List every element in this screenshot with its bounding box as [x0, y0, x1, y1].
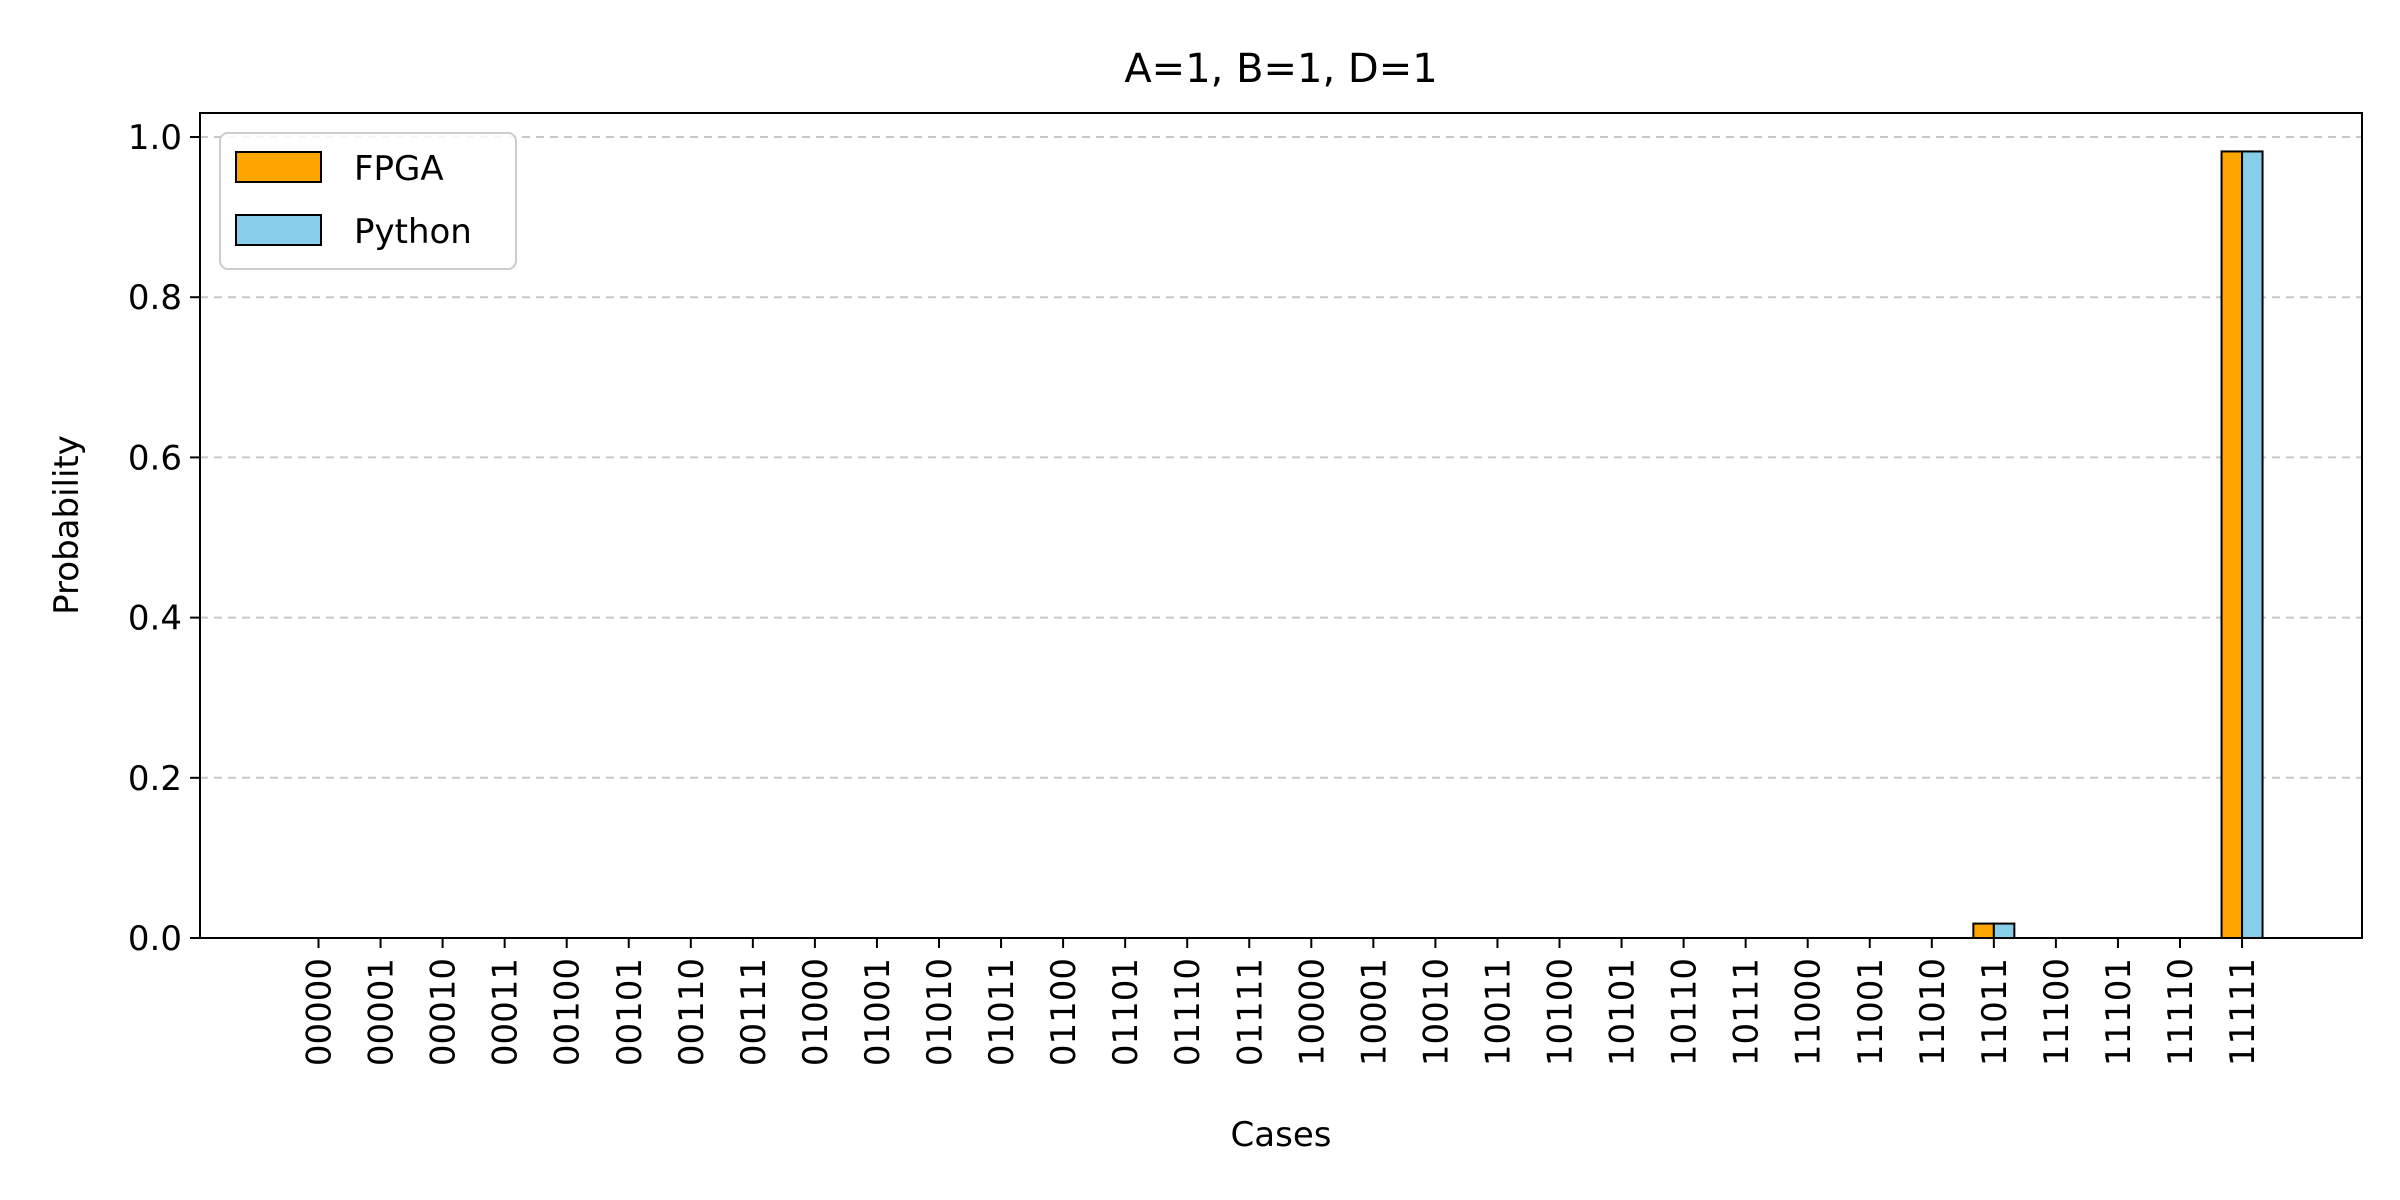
bar-python-11011: [1992, 922, 2016, 939]
x-tick-label: 10001: [1354, 958, 1394, 1066]
x-axis-ticks: 00000 00001 00010 00011 00100 00101 00110 00111…: [300, 938, 2263, 1066]
legend-swatch-fpga: [235, 151, 322, 183]
legend-label-fpga: FPGA: [354, 149, 444, 189]
x-tick-label: 11101: [2099, 958, 2139, 1066]
legend-label-python: Python: [354, 212, 472, 252]
y-tick-label: 0.4: [128, 599, 182, 639]
x-tick-label: 00001: [362, 958, 402, 1066]
x-tick-label: 01100: [1044, 958, 1084, 1066]
x-tick-label: 00010: [424, 958, 464, 1066]
x-tick-label: 11110: [2161, 958, 2201, 1066]
x-tick-label: 11011: [1975, 958, 2015, 1066]
x-tick-label: 10100: [1541, 958, 1581, 1066]
bar-fpga-11111: [2220, 150, 2244, 940]
x-tick-label: 01001: [858, 958, 898, 1066]
x-tick-label: 01101: [1106, 958, 1146, 1066]
bar-fpga-11011: [1972, 922, 1995, 939]
y-tick-label: 0.8: [128, 278, 182, 318]
x-tick-label: 10010: [1416, 958, 1456, 1066]
x-tick-label: 01000: [796, 958, 836, 1066]
x-tick-label: 00101: [610, 958, 650, 1066]
x-tick-label: 11000: [1789, 958, 1829, 1066]
grid-lines: [200, 136, 2362, 779]
x-tick-label: 00011: [486, 958, 526, 1066]
legend: FPGA Python: [219, 132, 517, 270]
x-tick-label: 10011: [1478, 958, 1518, 1066]
x-tick-label: 00000: [300, 958, 340, 1066]
x-tick-label: 01010: [920, 958, 960, 1066]
x-tick-label: 11111: [2223, 958, 2263, 1066]
legend-swatch-python: [235, 214, 322, 246]
y-axis-label: Probability: [47, 435, 87, 615]
plot-frame: [199, 112, 2363, 939]
x-tick-label: 00110: [672, 958, 712, 1066]
x-tick-label: 10110: [1665, 958, 1705, 1066]
x-tick-label: 00111: [734, 958, 774, 1066]
y-tick-label: 0.2: [128, 759, 182, 799]
x-axis-label: Cases: [1231, 1115, 1332, 1155]
x-tick-label: 11001: [1851, 958, 1891, 1066]
x-tick-label: 11010: [1913, 958, 1953, 1066]
x-tick-label: 11100: [2037, 958, 2077, 1066]
y-tick-label: 0.6: [128, 438, 182, 478]
x-tick-label: 10101: [1603, 958, 1643, 1066]
x-tick-label: 00100: [548, 958, 588, 1066]
x-tick-label: 01111: [1230, 958, 1270, 1066]
x-tick-label: 01110: [1168, 958, 1208, 1066]
bar-python-11111: [2241, 150, 2264, 940]
y-axis-ticks: 0.0 0.2 0.4 0.6 0.8 1.0: [128, 118, 200, 959]
chart-title: A=1, B=1, D=1: [1124, 46, 1437, 92]
y-tick-label: 1.0: [128, 118, 182, 158]
x-tick-label: 01011: [982, 958, 1022, 1066]
y-tick-label: 0.0: [128, 919, 182, 959]
x-tick-label: 10111: [1727, 958, 1767, 1066]
x-tick-label: 10000: [1292, 958, 1332, 1066]
